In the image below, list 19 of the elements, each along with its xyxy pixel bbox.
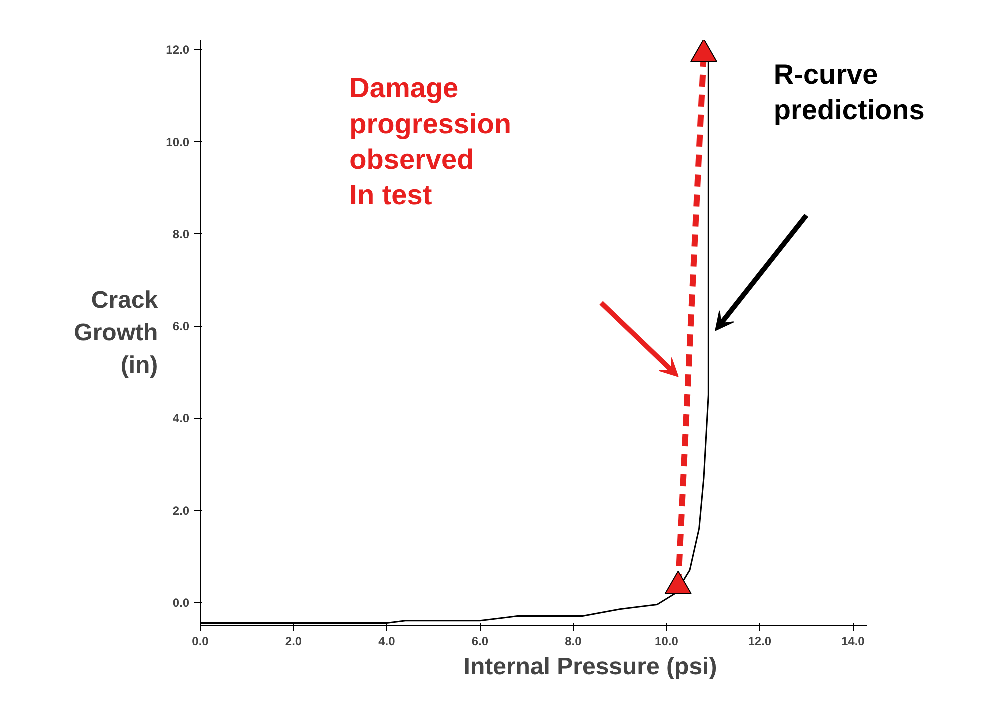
y-tick-label: 4.0: [172, 412, 190, 426]
y-tick-label: 6.0: [172, 320, 190, 334]
y-tick-label: 8.0: [172, 227, 190, 242]
x-axis-title: Internal Pressure (psi): [464, 654, 718, 680]
annotation: R-curve predictions: [774, 58, 925, 126]
x-tick-label: 2.0: [285, 634, 302, 648]
x-tick-label: 6.0: [472, 634, 489, 648]
y-axis-title: Crack Growth (in): [74, 287, 159, 379]
x-tick-label: 10.0: [655, 634, 679, 648]
annotation: Damage progression observed In test: [350, 72, 512, 211]
x-tick-label: 0.0: [192, 634, 210, 648]
y-tick-label: 2.0: [172, 504, 190, 518]
y-tick-label: 0.0: [172, 596, 190, 610]
x-tick-label: 12.0: [748, 634, 772, 648]
y-tick-label: 10.0: [166, 135, 190, 150]
x-tick-label: 4.0: [378, 634, 396, 648]
x-tick-label: 14.0: [842, 634, 866, 648]
x-tick-label: 8.0: [565, 634, 582, 648]
y-tick-label: 12.0: [166, 43, 190, 58]
